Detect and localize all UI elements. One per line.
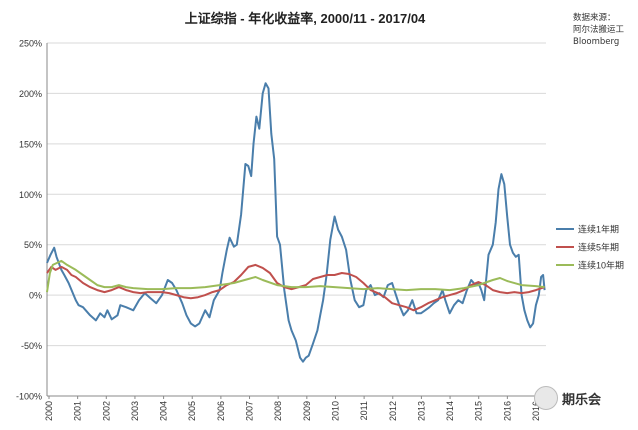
- x-tick-label: 2004: [159, 401, 169, 421]
- axes: [46, 43, 546, 399]
- y-tick-label: 100%: [19, 190, 42, 200]
- source-line: Bloomberg: [573, 37, 620, 47]
- x-tick-label: 2009: [302, 401, 312, 421]
- wechat-logo-icon: [534, 386, 558, 410]
- watermark: 期乐会: [534, 386, 601, 410]
- x-tick-label: 2000: [44, 401, 54, 421]
- chart-title: 上证综指 - 年化收益率, 2000/11 - 2017/04: [185, 11, 426, 26]
- x-tick-label: 2011: [359, 401, 369, 420]
- x-tick-label: 2016: [531, 401, 541, 421]
- data-source-note: 数据来源： 阿尔法搬运工 Bloomberg: [573, 12, 624, 48]
- x-tick-label: 2013: [416, 401, 426, 421]
- y-tick-label: 0%: [29, 291, 42, 301]
- x-tick-label: 2015: [474, 401, 484, 421]
- y-axis-tick-labels: -100% -50% 0% 50% 100% 150% 200% 250%: [16, 39, 42, 402]
- x-tick-label: 2012: [388, 401, 398, 421]
- x-tick-label: 2007: [245, 401, 255, 421]
- gridlines: [47, 42, 546, 397]
- series-line: [46, 259, 545, 293]
- legend-label: 连续10年期: [578, 260, 624, 271]
- x-axis-tick-labels: 2000 2001 2002 2003 2004 2005 2006 2007 2008 2009…: [44, 401, 541, 421]
- legend-label: 连续5年期: [578, 242, 619, 253]
- x-tick-label: 2002: [101, 401, 111, 421]
- source-line: 数据来源：: [573, 13, 616, 23]
- x-tick-label: 2006: [216, 401, 226, 421]
- series-line: [46, 82, 546, 363]
- x-tick-label: 2014: [445, 401, 455, 421]
- y-tick-label: 250%: [19, 39, 42, 49]
- y-tick-label: 200%: [19, 89, 42, 99]
- watermark-text: 期乐会: [562, 392, 602, 408]
- x-tick-label: 2005: [187, 401, 197, 421]
- y-tick-label: 150%: [19, 139, 42, 149]
- series-lines: [46, 82, 546, 363]
- x-tick-label: 2008: [273, 401, 283, 421]
- series-line: [46, 263, 545, 312]
- y-tick-label: -50%: [21, 341, 42, 351]
- y-tick-label: 50%: [24, 240, 42, 250]
- x-tick-label: 2001: [73, 401, 83, 421]
- y-tick-label: -100%: [16, 392, 42, 402]
- legend-label: 连续1年期: [578, 224, 619, 235]
- x-tick-label: 2016: [502, 401, 512, 421]
- x-tick-label: 2010: [330, 401, 340, 421]
- x-tick-label: 2003: [130, 401, 140, 421]
- source-line: 阿尔法搬运工: [573, 25, 625, 35]
